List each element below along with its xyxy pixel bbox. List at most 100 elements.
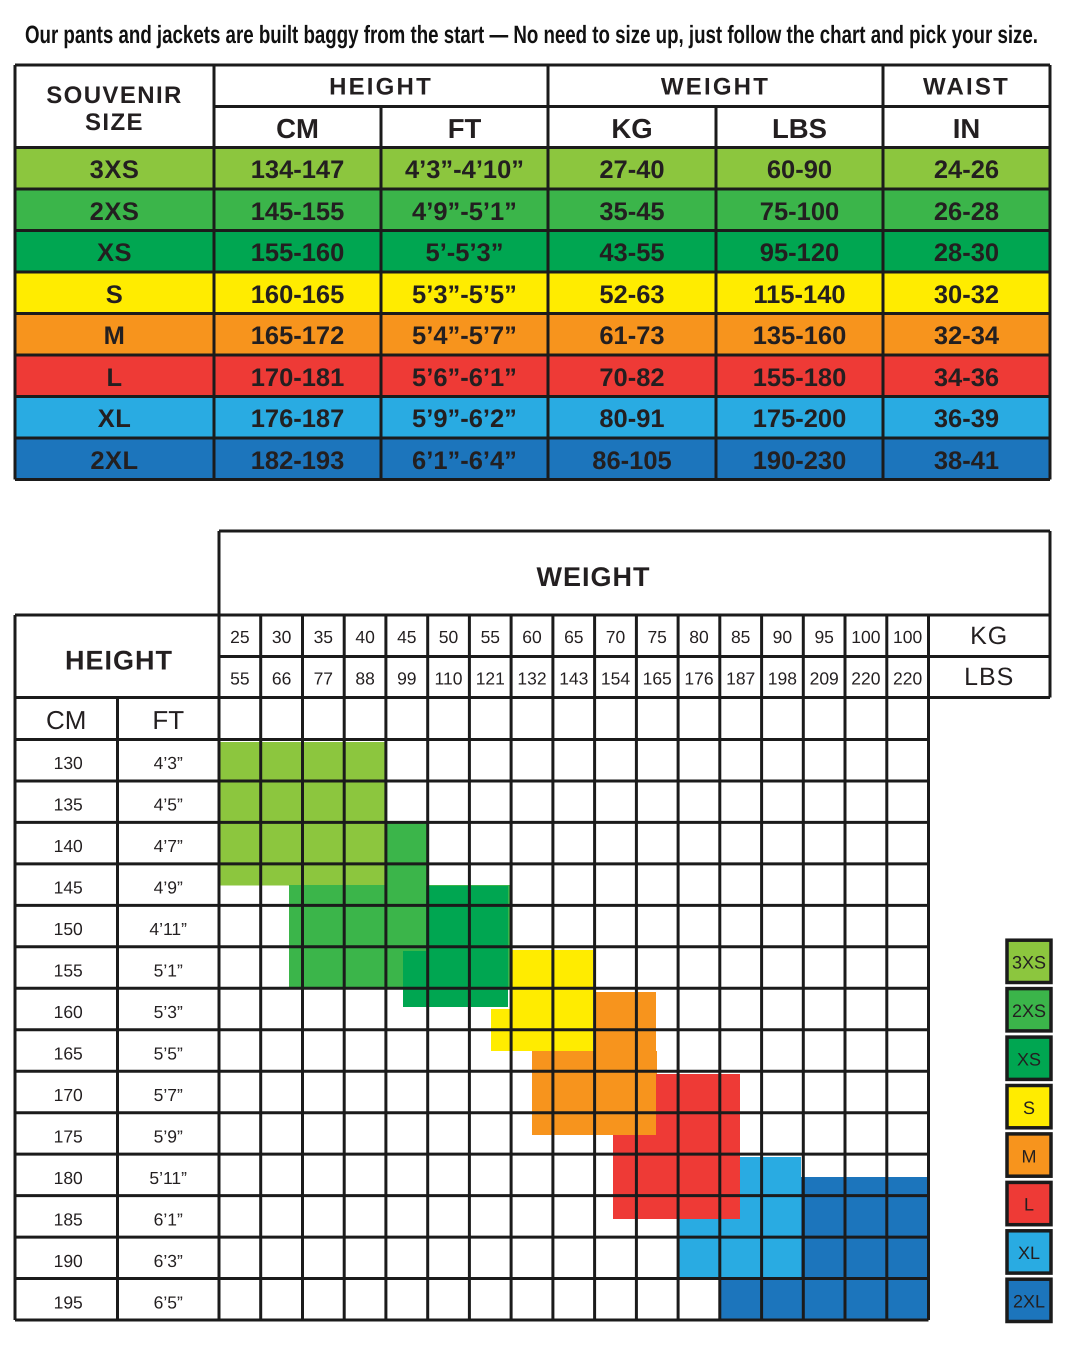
svg-text:5’11”: 5’11” <box>149 1168 187 1188</box>
svg-text:2XS: 2XS <box>1012 1001 1046 1021</box>
svg-text:38-41: 38-41 <box>934 447 999 475</box>
svg-text:145: 145 <box>54 878 83 898</box>
svg-text:175-200: 175-200 <box>753 405 847 433</box>
svg-text:100: 100 <box>851 627 880 647</box>
svg-text:190-230: 190-230 <box>753 447 847 475</box>
svg-text:176: 176 <box>684 669 713 689</box>
svg-text:198: 198 <box>768 669 797 689</box>
svg-text:5’5”: 5’5” <box>154 1044 183 1064</box>
svg-text:24-26: 24-26 <box>934 156 999 184</box>
svg-text:190: 190 <box>54 1251 83 1271</box>
svg-text:170-181: 170-181 <box>251 364 345 392</box>
svg-text:155-180: 155-180 <box>753 364 847 392</box>
svg-text:5’6”-6’1”: 5’6”-6’1” <box>412 364 517 392</box>
svg-text:SOUVENIR: SOUVENIR <box>46 82 183 109</box>
svg-text:25: 25 <box>230 627 249 647</box>
svg-text:110: 110 <box>435 669 463 689</box>
svg-text:2XL: 2XL <box>1013 1292 1045 1312</box>
svg-text:115-140: 115-140 <box>753 281 845 309</box>
svg-text:99: 99 <box>397 669 416 689</box>
svg-text:187: 187 <box>726 669 755 689</box>
svg-text:60-90: 60-90 <box>767 156 832 184</box>
svg-text:WEIGHT: WEIGHT <box>661 74 770 101</box>
svg-text:90: 90 <box>773 627 793 647</box>
svg-text:5’1”: 5’1” <box>154 961 183 981</box>
svg-text:121: 121 <box>476 669 505 689</box>
svg-text:95: 95 <box>814 627 833 647</box>
svg-text:80-91: 80-91 <box>599 405 664 433</box>
svg-text:195: 195 <box>54 1292 83 1312</box>
svg-text:75-100: 75-100 <box>760 198 839 226</box>
svg-text:30: 30 <box>272 627 292 647</box>
svg-text:5’3”-5’5”: 5’3”-5’5” <box>412 281 517 309</box>
svg-text:36-39: 36-39 <box>934 405 999 433</box>
svg-text:40: 40 <box>355 627 375 647</box>
svg-text:5’9”-6’2”: 5’9”-6’2” <box>412 405 517 433</box>
svg-text:SIZE: SIZE <box>85 109 144 136</box>
svg-text:65: 65 <box>564 627 583 647</box>
svg-text:170: 170 <box>54 1085 83 1105</box>
svg-text:5’3”: 5’3” <box>154 1002 183 1022</box>
svg-text:80: 80 <box>689 627 709 647</box>
svg-text:2XS: 2XS <box>90 198 140 226</box>
svg-text:6’1”: 6’1” <box>154 1209 183 1229</box>
svg-text:XL: XL <box>1018 1243 1040 1263</box>
svg-text:35: 35 <box>314 627 333 647</box>
svg-text:XS: XS <box>1017 1049 1041 1069</box>
svg-text:52-63: 52-63 <box>599 281 664 309</box>
svg-text:4’3”-4’10”: 4’3”-4’10” <box>405 156 524 184</box>
svg-text:3XS: 3XS <box>1012 953 1046 973</box>
svg-text:34-36: 34-36 <box>934 364 999 392</box>
svg-text:150: 150 <box>54 919 83 939</box>
svg-text:185: 185 <box>54 1209 83 1229</box>
svg-text:175: 175 <box>54 1126 83 1146</box>
svg-text:140: 140 <box>54 836 83 856</box>
svg-text:HEIGHT: HEIGHT <box>65 646 173 676</box>
svg-text:2XL: 2XL <box>90 447 138 475</box>
svg-text:55: 55 <box>230 669 249 689</box>
svg-text:132: 132 <box>517 669 546 689</box>
svg-text:220: 220 <box>851 669 880 689</box>
svg-text:100: 100 <box>893 627 922 647</box>
svg-text:135: 135 <box>54 795 83 815</box>
svg-text:135-160: 135-160 <box>753 322 847 350</box>
svg-text:4’7”: 4’7” <box>154 836 183 856</box>
svg-text:S: S <box>1023 1098 1035 1118</box>
svg-text:165: 165 <box>643 669 672 689</box>
svg-text:5’4”-5’7”: 5’4”-5’7” <box>412 322 517 350</box>
svg-text:LBS: LBS <box>772 113 827 144</box>
svg-text:32-34: 32-34 <box>934 322 1000 350</box>
svg-text:86-105: 86-105 <box>592 447 671 475</box>
svg-text:50: 50 <box>439 627 459 647</box>
svg-text:5’9”: 5’9” <box>154 1126 183 1146</box>
svg-text:165-172: 165-172 <box>251 322 345 350</box>
svg-text:70: 70 <box>606 627 626 647</box>
svg-text:209: 209 <box>810 669 839 689</box>
svg-text:61-73: 61-73 <box>599 322 664 350</box>
svg-text:FT: FT <box>152 705 184 735</box>
svg-text:130: 130 <box>54 753 83 773</box>
svg-text:4’3”: 4’3” <box>154 753 183 773</box>
svg-text:FT: FT <box>448 113 482 144</box>
svg-text:143: 143 <box>559 669 588 689</box>
svg-text:3XS: 3XS <box>90 156 140 184</box>
svg-text:CM: CM <box>276 113 319 144</box>
svg-text:KG: KG <box>611 113 652 144</box>
svg-text:160: 160 <box>54 1002 83 1022</box>
svg-text:L: L <box>1024 1195 1034 1215</box>
svg-text:182-193: 182-193 <box>251 447 345 475</box>
svg-text:43-55: 43-55 <box>599 239 664 267</box>
svg-text:28-30: 28-30 <box>934 239 999 267</box>
svg-text:70-82: 70-82 <box>599 364 664 392</box>
svg-text:M: M <box>104 322 126 350</box>
svg-text:M: M <box>1022 1146 1037 1166</box>
svg-text:165: 165 <box>54 1044 83 1064</box>
svg-text:L: L <box>106 364 122 392</box>
svg-text:XS: XS <box>97 239 132 267</box>
svg-text:134-147: 134-147 <box>251 156 345 184</box>
svg-text:4’9”: 4’9” <box>154 878 183 898</box>
svg-text:176-187: 176-187 <box>251 405 345 433</box>
svg-text:155: 155 <box>54 961 83 981</box>
svg-text:WAIST: WAIST <box>923 74 1010 101</box>
svg-text:88: 88 <box>355 669 374 689</box>
